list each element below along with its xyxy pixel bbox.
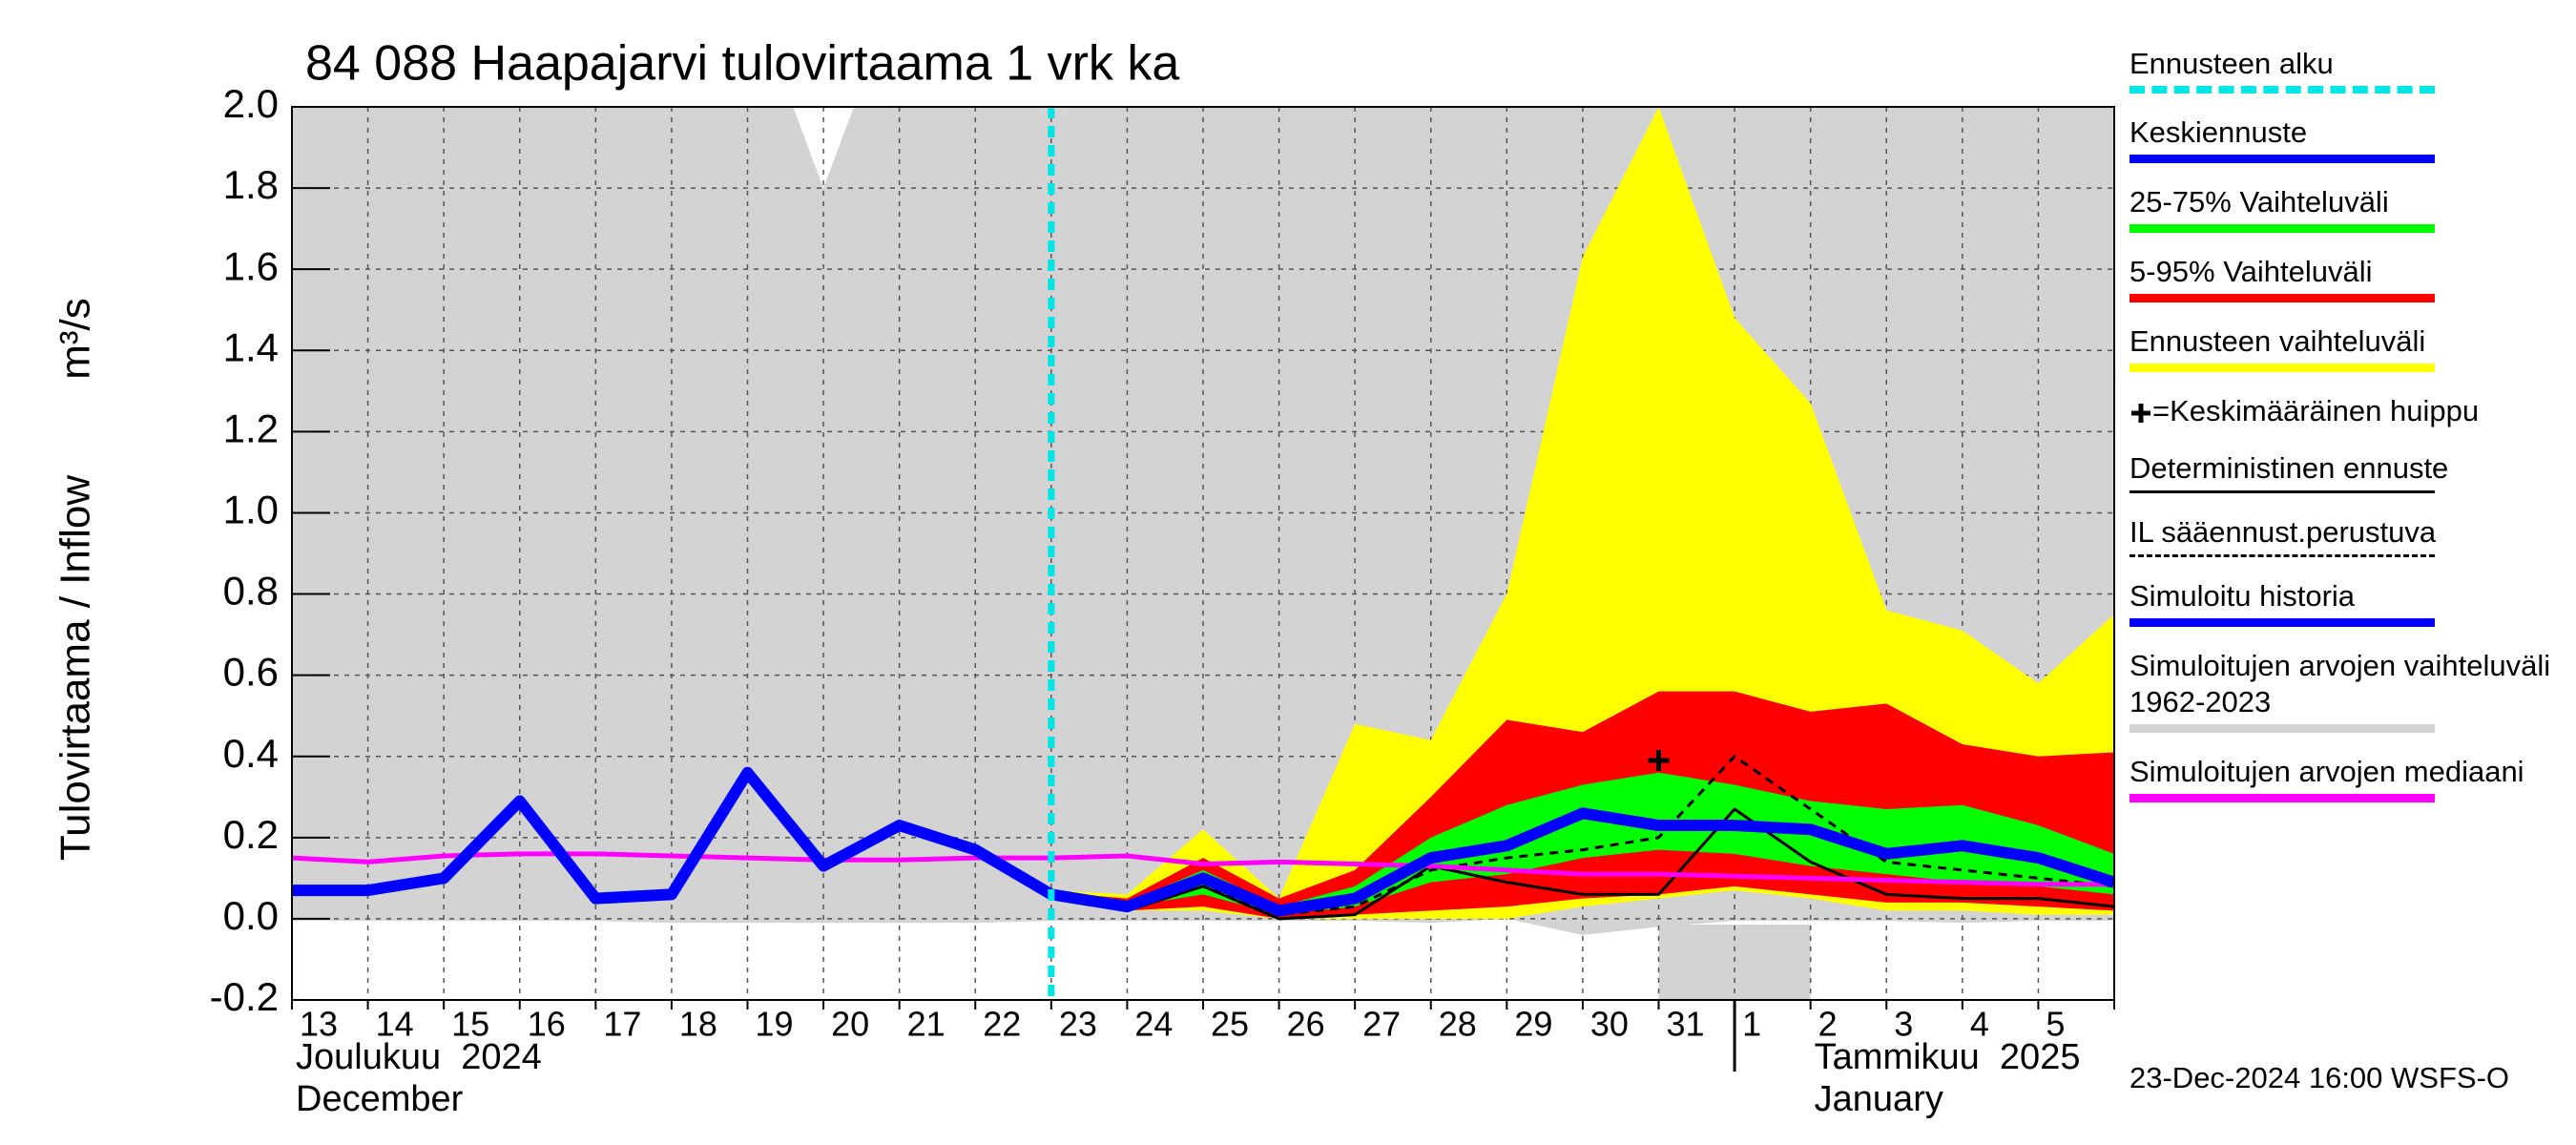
x-tick-label: 19 <box>756 1005 794 1044</box>
legend-label: IL sääennust.perustuva <box>2129 515 2437 549</box>
x-tick-label: 13 <box>300 1005 338 1044</box>
x-tick-label: 4 <box>1970 1005 1989 1044</box>
legend-swatch <box>2129 794 2435 802</box>
legend-swatch <box>2129 724 2435 733</box>
legend-swatch <box>2129 294 2435 302</box>
x-tick-label: 31 <box>1667 1005 1705 1044</box>
legend-entry: =Keskimääräinen huippu <box>2129 393 2568 429</box>
legend-entry: IL sääennust.perustuva <box>2129 514 2568 557</box>
y-tick-label: 1.6 <box>223 243 279 288</box>
x-tick-label: 20 <box>831 1005 869 1044</box>
x-tick-label: 17 <box>603 1005 641 1044</box>
x-tick-label: 16 <box>528 1005 566 1044</box>
legend-swatch <box>2129 554 2435 557</box>
y-tick-label: 1.0 <box>223 488 279 532</box>
plot-area <box>292 107 2114 1000</box>
y-tick-label: 0.0 <box>223 893 279 938</box>
band <box>1050 772 2114 915</box>
y-tick-label: 0.2 <box>223 812 279 857</box>
y-tick-label: 2.0 <box>223 81 279 126</box>
x-tick-label: 23 <box>1059 1005 1097 1044</box>
legend-swatch <box>2129 86 2435 94</box>
legend-entry: Simuloitujen arvojen vaihteluväli 1962-2… <box>2129 648 2568 733</box>
x-tick-label: 27 <box>1362 1005 1401 1044</box>
y-tick-label: -0.2 <box>210 974 279 1019</box>
legend-label: Ennusteen alku <box>2129 47 2334 80</box>
x-tick-label: 26 <box>1287 1005 1325 1044</box>
x-month-label-en: January <box>1815 1079 1943 1119</box>
legend-swatch <box>2129 364 2435 372</box>
line <box>1049 807 2114 917</box>
legend-entry: 5-95% Vaihteluväli <box>2129 254 2568 302</box>
legend-swatch <box>2129 224 2435 233</box>
x-tick-label: 28 <box>1439 1005 1477 1044</box>
x-tick-label: 14 <box>376 1005 414 1044</box>
legend-label: Deterministinen ennuste <box>2129 451 2449 485</box>
y-tick-label: 0.4 <box>223 731 279 776</box>
legend-label: Simuloitujen arvojen vaihteluväli 1962-2… <box>2129 649 2551 718</box>
y-tick-label: 1.4 <box>223 324 279 369</box>
y-tick-label: 0.6 <box>223 650 279 695</box>
x-month-label-en: December <box>296 1079 464 1119</box>
legend-swatch <box>2129 618 2435 627</box>
line <box>292 851 2114 887</box>
chart-title: 84 088 Haapajarvi tulovirtaama 1 vrk ka <box>305 36 1179 92</box>
legend-swatch <box>2129 490 2435 493</box>
legend-swatch <box>2129 155 2435 163</box>
peak-marker <box>1648 749 1670 771</box>
legend-entry: Deterministinen ennuste <box>2129 450 2568 493</box>
legend-peak-symbol <box>2131 403 2150 423</box>
y-axis-label: Tulovirtaama / Inflow <box>52 475 99 862</box>
x-tick-label: 25 <box>1211 1005 1249 1044</box>
y-tick-label: 1.8 <box>223 162 279 207</box>
x-tick-label: 3 <box>1894 1005 1913 1044</box>
chart: 84 088 Haapajarvi tulovirtaama 1 vrk ka … <box>52 36 2115 1119</box>
x-month-label: Joulukuu 2024 <box>296 1037 542 1077</box>
legend: Ennusteen alku Keskiennuste 25-75% Vaihtel… <box>2129 46 2568 823</box>
x-tick-label: 5 <box>2046 1005 2065 1044</box>
x-tick-label: 1 <box>1742 1005 1761 1044</box>
x-tick-label: 21 <box>907 1005 945 1044</box>
footer: 23-Dec-2024 16:00 WSFS-O <box>2129 1061 2510 1094</box>
legend-entry: Simuloitu historia <box>2129 578 2568 627</box>
x-tick-label: 30 <box>1590 1005 1629 1044</box>
x-tick-label: 22 <box>983 1005 1021 1044</box>
x-tick-label: 18 <box>679 1005 717 1044</box>
x-tick-label: 29 <box>1514 1005 1552 1044</box>
legend-entry: Ennusteen vaihteluväli <box>2129 323 2568 372</box>
legend-entry: 25-75% Vaihteluväli <box>2129 184 2568 233</box>
legend-label: Keskiennuste <box>2129 115 2308 149</box>
line <box>1050 755 2114 917</box>
x-tick-label: 2 <box>1818 1005 1838 1044</box>
x-tick-label: 24 <box>1134 1005 1173 1044</box>
y-tick-label: 0.8 <box>223 569 279 614</box>
y-tick-label: 1.2 <box>223 406 279 450</box>
legend-label: 25-75% Vaihteluväli <box>2129 185 2389 219</box>
legend-label: Simuloitujen arvojen mediaani <box>2129 755 2524 788</box>
y-axis-unit: m³/s <box>52 298 99 380</box>
legend-label: 5-95% Vaihteluväli <box>2129 255 2373 288</box>
legend-label: Ennusteen vaihteluväli <box>2129 324 2426 358</box>
legend-label: Simuloitu historia <box>2129 579 2356 613</box>
line <box>292 766 1054 905</box>
x-month-label: Tammikuu 2025 <box>1815 1037 2081 1077</box>
legend-entry: Simuloitujen arvojen mediaani <box>2129 754 2568 802</box>
x-tick-label: 15 <box>451 1005 489 1044</box>
legend-label: =Keskimääräinen huippu <box>2129 393 2568 429</box>
legend-entry: Keskiennuste <box>2129 114 2568 163</box>
legend-entry: Ennusteen alku <box>2129 46 2568 94</box>
